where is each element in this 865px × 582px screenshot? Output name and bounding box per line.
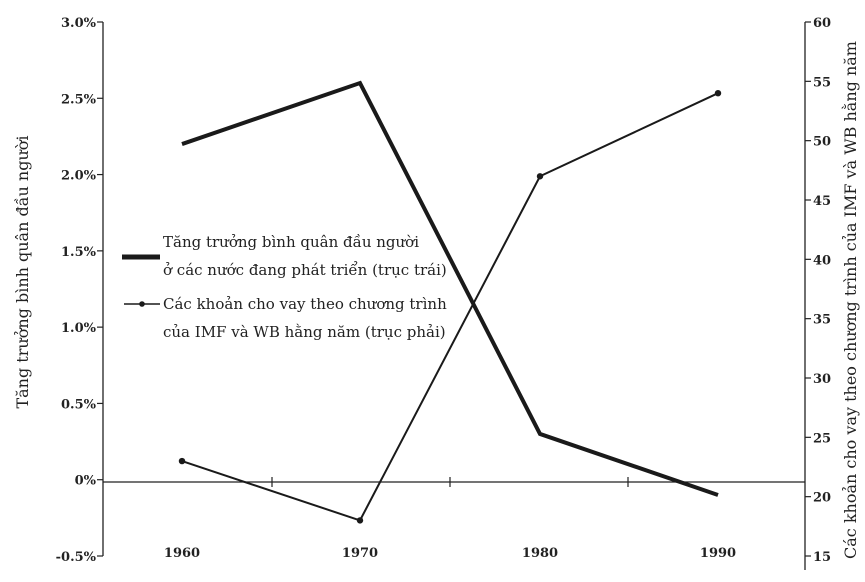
- legend: Tăng trưởng bình quân đầu người ở các nư…: [122, 233, 447, 341]
- x-tick-label: 1970: [342, 546, 378, 561]
- right-tick-label: 25: [813, 431, 831, 446]
- legend-label-growth-line2: ở các nước đang phát triển (trục trái): [163, 261, 447, 279]
- left-tick-label: 2.5%: [61, 92, 97, 107]
- left-tick-label: 3.0%: [61, 16, 97, 31]
- right-tick-label: 40: [813, 253, 831, 268]
- right-tick-label: 30: [813, 372, 831, 387]
- right-tick-label: 60: [813, 16, 831, 31]
- left-axis-title: Tăng trưởng bình quân đầu người: [13, 135, 32, 408]
- series-layer: [178, 80, 722, 524]
- legend-label-loans-line2: của IMF và WB hằng năm (trục phải): [163, 323, 446, 341]
- x-tick-label: 1960: [164, 546, 200, 561]
- data-point-loans: [178, 457, 186, 465]
- left-axis-ticks: -0.5% 0% 0.5% 1.0% 1.5% 2.0% 2.5% 3.0%: [56, 16, 103, 565]
- x-axis-ticks: 1960 1970 1980 1990: [164, 477, 736, 561]
- x-tick-label: 1980: [522, 546, 558, 561]
- right-tick-label: 50: [813, 135, 831, 150]
- data-point-loans: [356, 517, 364, 524]
- x-tick-label: 1990: [700, 546, 736, 561]
- left-tick-label: 0.5%: [61, 397, 97, 412]
- legend-label-loans-line1: Các khoản cho vay theo chương trình: [163, 295, 447, 313]
- left-tick-label: 1.5%: [61, 245, 97, 260]
- right-tick-label: 15: [813, 550, 831, 565]
- legend-marker-loans: [139, 301, 145, 307]
- right-tick-label: 20: [813, 491, 831, 506]
- legend-label-growth-line1: Tăng trưởng bình quân đầu người: [163, 233, 419, 251]
- right-axis-ticks: 15 20 25 30 35 40 45 50 55 60: [805, 16, 831, 565]
- data-point-loans: [536, 173, 544, 180]
- series-line-loans: [181, 92, 719, 522]
- right-tick-label: 45: [813, 194, 831, 209]
- left-tick-label: -0.5%: [56, 550, 97, 565]
- left-tick-label: 1.0%: [61, 321, 97, 336]
- data-point-loans: [714, 90, 722, 97]
- right-axis-title: Các khoản cho vay theo chương trình của …: [841, 41, 860, 559]
- right-tick-label: 35: [813, 313, 831, 328]
- right-tick-label: 55: [813, 75, 831, 90]
- series-line-growth: [181, 80, 719, 497]
- left-tick-label: 0%: [75, 474, 97, 489]
- left-tick-label: 2.0%: [61, 169, 97, 184]
